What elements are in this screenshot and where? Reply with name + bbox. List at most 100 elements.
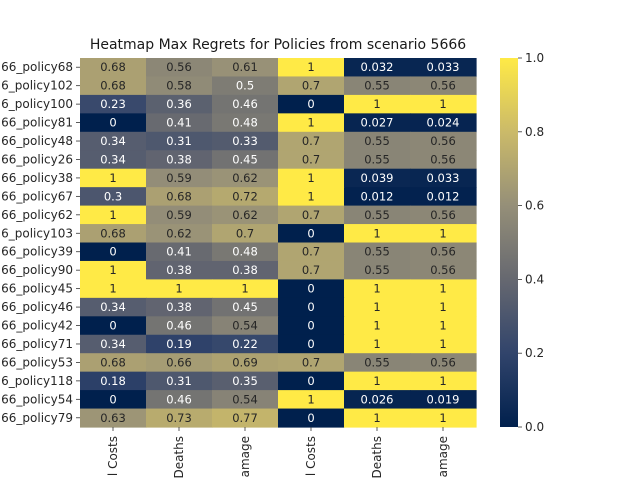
colorbar-tick-label: 1.0 xyxy=(525,51,544,65)
cell-value-label: 0.62 xyxy=(232,171,258,185)
cell-value-label: 0.48 xyxy=(232,116,258,130)
cell-value-label: 0.56 xyxy=(430,355,456,369)
cell-value-label: 0.68 xyxy=(100,355,126,369)
heatmap-cell xyxy=(344,113,411,133)
heatmap-cells xyxy=(80,58,477,428)
cell-value-label: 0.34 xyxy=(100,134,126,148)
heatmap-cell xyxy=(212,224,279,244)
heatmap-cell xyxy=(278,390,345,410)
cell-value-label: 0.56 xyxy=(430,152,456,166)
heatmap-cell xyxy=(278,408,345,428)
heatmap-cell xyxy=(146,279,213,299)
cell-value-label: 0.7 xyxy=(302,152,320,166)
heatmap-cell xyxy=(212,150,279,170)
heatmap-cell xyxy=(278,94,345,114)
row-label: 66_policy90 xyxy=(1,263,73,277)
cell-value-label: 0.38 xyxy=(166,152,192,166)
cell-value-label: 0.7 xyxy=(302,245,320,259)
cell-value-label: 0.027 xyxy=(361,116,394,130)
heatmap-cell xyxy=(212,205,279,225)
heatmap-cell xyxy=(278,58,345,78)
heatmap-cell xyxy=(212,76,279,96)
cell-value-label: 0.31 xyxy=(166,134,192,148)
heatmap-cell xyxy=(410,113,477,133)
colorbar-tick-label: 0.0 xyxy=(525,420,544,434)
cell-value-label: 1 xyxy=(307,171,314,185)
cell-value-label: 0.45 xyxy=(232,300,258,314)
heatmap-cell xyxy=(146,353,213,373)
heatmap-cell xyxy=(410,279,477,299)
row-label: 66_policy42 xyxy=(1,319,73,333)
heatmap-cell xyxy=(410,224,477,244)
heatmap-cell xyxy=(212,187,279,207)
heatmap-cell xyxy=(146,113,213,133)
cell-value-label: 0.7 xyxy=(302,79,320,93)
heatmap-cell xyxy=(410,408,477,428)
cell-value-label: 0 xyxy=(307,337,314,351)
heatmap-cell xyxy=(410,187,477,207)
cell-value-label: 0.31 xyxy=(166,374,192,388)
cell-value-label: 0.3 xyxy=(104,189,122,203)
cell-value-label: 0.36 xyxy=(166,97,192,111)
cell-value-label: 0.46 xyxy=(166,392,192,406)
heatmap-cell xyxy=(344,168,411,188)
heatmap-cell xyxy=(212,316,279,336)
heatmap-cell xyxy=(344,279,411,299)
heatmap-cell xyxy=(410,205,477,225)
cell-value-label: 0.46 xyxy=(232,97,258,111)
cell-value-label: 0.41 xyxy=(166,245,192,259)
cell-value-label: 1 xyxy=(439,411,446,425)
row-label: 66_policy68 xyxy=(1,60,73,74)
cell-value-label: 0 xyxy=(307,282,314,296)
cell-value-label: 1 xyxy=(373,97,380,111)
cell-value-label: 0 xyxy=(109,116,116,130)
heatmap-cell xyxy=(278,168,345,188)
cell-value-label: 0.73 xyxy=(166,411,192,425)
row-label: 6_policy103 xyxy=(1,226,73,240)
row-label: 66_policy71 xyxy=(1,337,73,351)
cell-value-label: 0.46 xyxy=(166,319,192,333)
heatmap-cell xyxy=(410,131,477,151)
heatmap-cell xyxy=(212,334,279,354)
cell-value-label: 0.66 xyxy=(166,355,192,369)
cell-value-label: 0.62 xyxy=(232,208,258,222)
heatmap-cell xyxy=(146,408,213,428)
cell-value-label: 0.012 xyxy=(361,189,394,203)
heatmap-cell xyxy=(212,371,279,391)
heatmap-cell xyxy=(80,131,147,151)
cell-value-label: 0.55 xyxy=(364,152,390,166)
heatmap-cell xyxy=(80,76,147,96)
colorbar-ticks: 0.0 0.2 0.4 0.6 0.8 1.0 xyxy=(518,51,544,434)
cell-value-label: 1 xyxy=(307,60,314,74)
cell-value-label: 0.56 xyxy=(430,208,456,222)
heatmap-cell xyxy=(410,260,477,280)
row-label: 66_policy81 xyxy=(1,116,73,130)
heatmap-cell xyxy=(410,353,477,373)
column-label: amage xyxy=(238,436,252,477)
cell-value-label: 0 xyxy=(109,319,116,333)
heatmap-cell xyxy=(146,224,213,244)
row-label: 66_policy46 xyxy=(1,300,73,314)
cell-value-label: 0.56 xyxy=(430,79,456,93)
cell-value-label: 0.38 xyxy=(166,263,192,277)
cell-value-label: 0 xyxy=(307,411,314,425)
cell-value-label: 0.33 xyxy=(232,134,258,148)
heatmap-cell xyxy=(212,297,279,317)
row-label: 66_policy62 xyxy=(1,208,73,222)
heatmap-cell xyxy=(212,242,279,262)
heatmap-cell xyxy=(344,408,411,428)
cell-value-label: 0 xyxy=(307,97,314,111)
cell-value-label: 0.5 xyxy=(236,79,254,93)
cell-value-label: 0.55 xyxy=(364,355,390,369)
heatmap-cell xyxy=(410,150,477,170)
cell-value-label: 0.033 xyxy=(427,60,460,74)
heatmap-cell xyxy=(212,113,279,133)
cell-value-label: 1 xyxy=(439,226,446,240)
heatmap-cell xyxy=(212,353,279,373)
cell-value-label: 0.7 xyxy=(236,226,254,240)
colorbar-tick-label: 0.8 xyxy=(525,125,544,139)
heatmap-cell xyxy=(80,316,147,336)
cell-value-label: 0.56 xyxy=(430,263,456,277)
heatmap-cell xyxy=(278,76,345,96)
